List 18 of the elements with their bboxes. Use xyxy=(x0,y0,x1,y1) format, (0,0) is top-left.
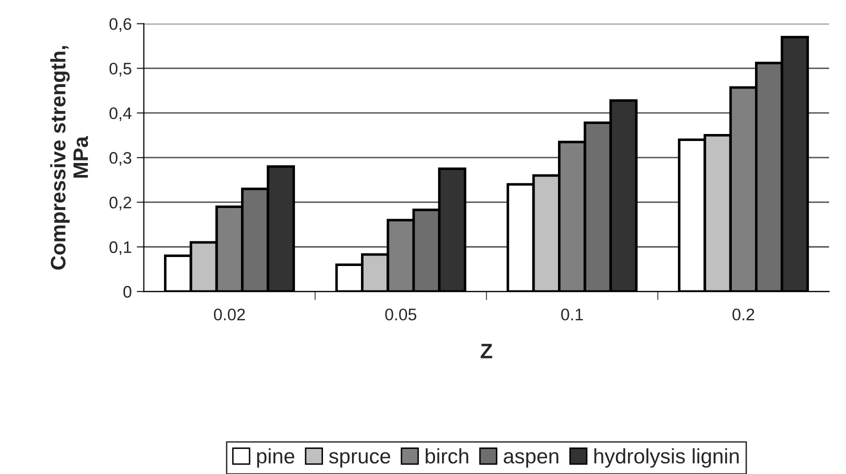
y-tick-label: 0,5 xyxy=(110,62,132,77)
x-tick-label: 0.02 xyxy=(214,308,245,320)
x-tick-label: 0.1 xyxy=(561,308,583,320)
x-axis-title: Z xyxy=(480,344,492,358)
y-tick-label: 0,2 xyxy=(110,196,132,210)
y-tick-label: 0,4 xyxy=(110,107,132,122)
y-tick-label: 0,6 xyxy=(110,18,132,32)
x-tick-label: 0.05 xyxy=(385,308,416,320)
legend-label: pine xyxy=(257,448,294,468)
y-tick-label: 0,1 xyxy=(110,241,132,256)
x-tick-label: 0.2 xyxy=(732,308,754,320)
legend-label: birch xyxy=(426,448,468,464)
legend-label: hydrolysis lignin xyxy=(594,448,739,468)
legend-label: spruce xyxy=(329,452,390,468)
y-tick-label: 0 xyxy=(123,286,132,298)
y-axis-title: Compressive strength, MPa xyxy=(50,46,88,270)
y-tick-label: 0,3 xyxy=(110,152,132,166)
legend-label: aspen xyxy=(504,452,558,468)
